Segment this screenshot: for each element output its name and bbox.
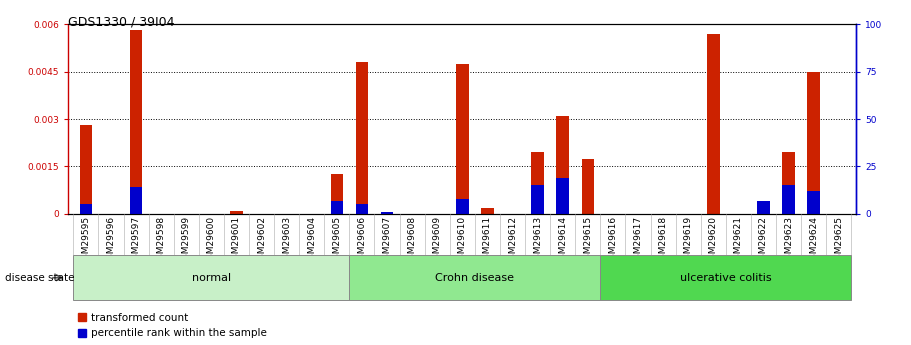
Text: GSM29605: GSM29605 [333, 216, 342, 265]
Text: GSM29614: GSM29614 [558, 216, 568, 265]
Bar [783, 152, 795, 214]
Bar [807, 191, 820, 214]
Text: GSM29621: GSM29621 [734, 216, 742, 265]
Text: GSM29609: GSM29609 [433, 216, 442, 265]
Text: GSM29596: GSM29596 [107, 216, 116, 265]
Bar [757, 201, 770, 214]
Bar [79, 125, 92, 214]
Text: GSM29598: GSM29598 [157, 216, 166, 265]
Bar [481, 208, 494, 214]
Text: GSM29623: GSM29623 [784, 216, 793, 265]
Text: GSM29615: GSM29615 [583, 216, 592, 265]
Text: GSM29611: GSM29611 [483, 216, 492, 265]
Text: GSM29620: GSM29620 [709, 216, 718, 265]
Text: GSM29603: GSM29603 [282, 216, 292, 265]
Text: GSM29616: GSM29616 [609, 216, 618, 265]
Bar [331, 174, 343, 214]
Bar [557, 178, 569, 214]
Text: GSM29625: GSM29625 [834, 216, 844, 265]
Bar [355, 62, 368, 214]
Text: GSM29612: GSM29612 [508, 216, 517, 265]
Bar [807, 71, 820, 214]
Text: GSM29599: GSM29599 [182, 216, 190, 265]
Text: Crohn disease: Crohn disease [435, 273, 515, 283]
Bar [230, 211, 242, 214]
Text: disease state: disease state [5, 273, 74, 283]
Bar [456, 199, 468, 214]
Text: GSM29618: GSM29618 [659, 216, 668, 265]
Text: GSM29608: GSM29608 [407, 216, 416, 265]
Bar [531, 152, 544, 214]
Text: GSM29619: GSM29619 [683, 216, 692, 265]
Text: GDS1330 / 39I04: GDS1330 / 39I04 [68, 16, 175, 29]
Text: GSM29602: GSM29602 [257, 216, 266, 265]
Bar [129, 30, 142, 214]
Text: GSM29610: GSM29610 [458, 216, 466, 265]
Text: GSM29607: GSM29607 [383, 216, 392, 265]
Text: GSM29597: GSM29597 [131, 216, 140, 265]
Bar [456, 64, 468, 214]
Bar [79, 204, 92, 214]
Bar [355, 204, 368, 214]
Bar [707, 33, 720, 214]
Bar [350, 255, 600, 300]
Text: GSM29613: GSM29613 [533, 216, 542, 265]
Text: GSM29624: GSM29624 [809, 216, 818, 265]
Bar [74, 255, 350, 300]
Legend: transformed count, percentile rank within the sample: transformed count, percentile rank withi… [74, 309, 271, 342]
Text: GSM29595: GSM29595 [81, 216, 90, 265]
Bar [783, 186, 795, 214]
Text: GSM29601: GSM29601 [232, 216, 241, 265]
Bar [331, 201, 343, 214]
Text: GSM29600: GSM29600 [207, 216, 216, 265]
Text: GSM29604: GSM29604 [307, 216, 316, 265]
Bar [557, 116, 569, 214]
Bar [581, 159, 594, 214]
Bar [531, 186, 544, 214]
Bar [600, 255, 851, 300]
Text: GSM29622: GSM29622 [759, 216, 768, 265]
Text: normal: normal [192, 273, 230, 283]
Bar [381, 212, 394, 214]
Bar [129, 187, 142, 214]
Text: GSM29606: GSM29606 [357, 216, 366, 265]
Text: ulcerative colitis: ulcerative colitis [680, 273, 772, 283]
Text: GSM29617: GSM29617 [633, 216, 642, 265]
